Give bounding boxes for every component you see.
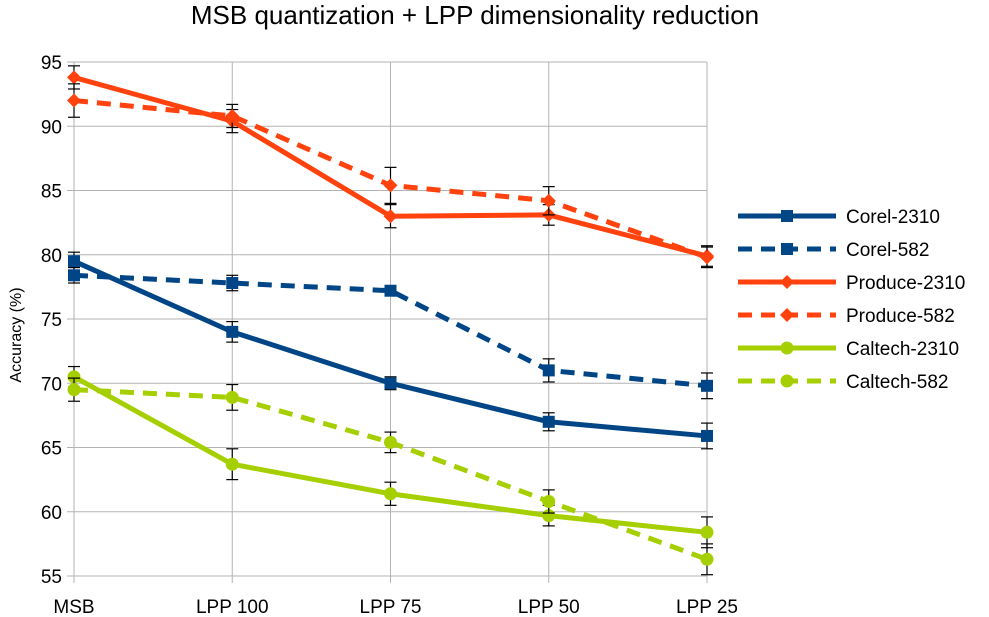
legend-label-caltech-582: Caltech-582 [846, 372, 948, 393]
y-tick-label: 55 [41, 567, 62, 588]
series-group [67, 65, 714, 576]
legend-label-produce-2310: Produce-2310 [846, 273, 965, 294]
axes [67, 61, 708, 583]
series-caltech-582 [67, 377, 714, 576]
data-point-caltech-582 [700, 552, 714, 566]
data-point-corel-582 [542, 364, 555, 377]
legend-item-caltech-2310: Caltech-2310 [738, 339, 959, 360]
data-point-produce-582 [541, 193, 556, 208]
data-point-produce-2310 [383, 209, 398, 224]
data-point-corel-582 [226, 277, 239, 290]
series-corel-2310 [68, 251, 713, 450]
y-axis-label: Accuracy (%) [8, 287, 25, 382]
legend-marker-caltech-2310 [780, 341, 794, 355]
legend-item-caltech-582: Caltech-582 [738, 372, 948, 393]
legend-label-corel-2310: Corel-2310 [846, 207, 940, 228]
data-point-produce-582 [225, 108, 240, 123]
legend-item-produce-2310: Produce-2310 [738, 273, 965, 294]
series-produce-582 [67, 83, 714, 269]
data-point-corel-2310 [701, 429, 713, 442]
y-tick-label: 85 [41, 182, 62, 203]
x-tick-label: LPP 100 [196, 597, 269, 617]
legend-label-corel-582: Corel-582 [846, 240, 929, 261]
data-point-caltech-2310 [225, 457, 239, 471]
legend-item-produce-582: Produce-582 [738, 306, 955, 327]
legend-marker-corel-2310 [781, 210, 793, 222]
data-point-corel-2310 [384, 377, 397, 390]
legend: Corel-2310 Corel-582 Produce-2310 Produce-5… [738, 207, 965, 393]
x-tick-label: LPP 75 [360, 597, 422, 617]
y-tick-label: 90 [41, 117, 62, 138]
data-point-corel-2310 [226, 325, 239, 338]
y-tick-label: 75 [41, 310, 62, 331]
legend-marker-produce-582 [780, 308, 794, 322]
data-point-caltech-582 [67, 383, 81, 397]
data-point-caltech-582 [542, 494, 556, 508]
data-point-caltech-2310 [67, 370, 81, 384]
data-point-produce-582 [67, 93, 81, 108]
series-corel-582 [68, 267, 713, 400]
x-tick-labels: MSB LPP 100 LPP 75 LPP 50 LPP 25 [53, 597, 738, 617]
legend-marker-corel-582 [781, 243, 793, 255]
legend-item-corel-2310: Corel-2310 [738, 207, 940, 228]
series-line-corel-582 [73, 272, 708, 389]
series-caltech-2310 [67, 365, 714, 549]
data-point-produce-582 [383, 178, 398, 193]
y-tick-label: 80 [41, 246, 62, 267]
y-tick-label: 60 [41, 503, 62, 524]
x-tick-label: MSB [53, 597, 94, 617]
data-point-caltech-2310 [700, 525, 714, 539]
y-tick-labels: 55 60 65 70 75 80 85 90 95 [41, 53, 62, 588]
data-point-produce-582 [700, 250, 714, 265]
legend-marker-produce-2310 [780, 275, 794, 289]
legend-marker-caltech-582 [780, 374, 794, 388]
legend-label-produce-582: Produce-582 [846, 306, 955, 327]
data-point-corel-2310 [542, 415, 555, 428]
chart-title: MSB quantization + LPP dimensionality re… [191, 0, 759, 30]
data-point-corel-2310 [68, 255, 80, 268]
x-tick-label: LPP 25 [676, 597, 738, 617]
legend-label-caltech-2310: Caltech-2310 [846, 339, 959, 360]
x-tick-label: LPP 50 [518, 597, 580, 617]
data-point-corel-582 [701, 379, 713, 392]
data-point-caltech-582 [384, 435, 397, 449]
y-tick-label: 70 [41, 374, 62, 395]
data-point-produce-2310 [67, 70, 81, 85]
y-tick-label: 95 [41, 53, 62, 74]
y-tick-label: 65 [41, 439, 62, 460]
data-point-caltech-582 [225, 390, 239, 404]
data-point-corel-582 [68, 269, 80, 282]
data-point-caltech-2310 [542, 509, 556, 523]
data-point-corel-582 [384, 284, 397, 297]
data-point-caltech-2310 [384, 487, 397, 501]
legend-item-corel-582: Corel-582 [738, 240, 929, 261]
